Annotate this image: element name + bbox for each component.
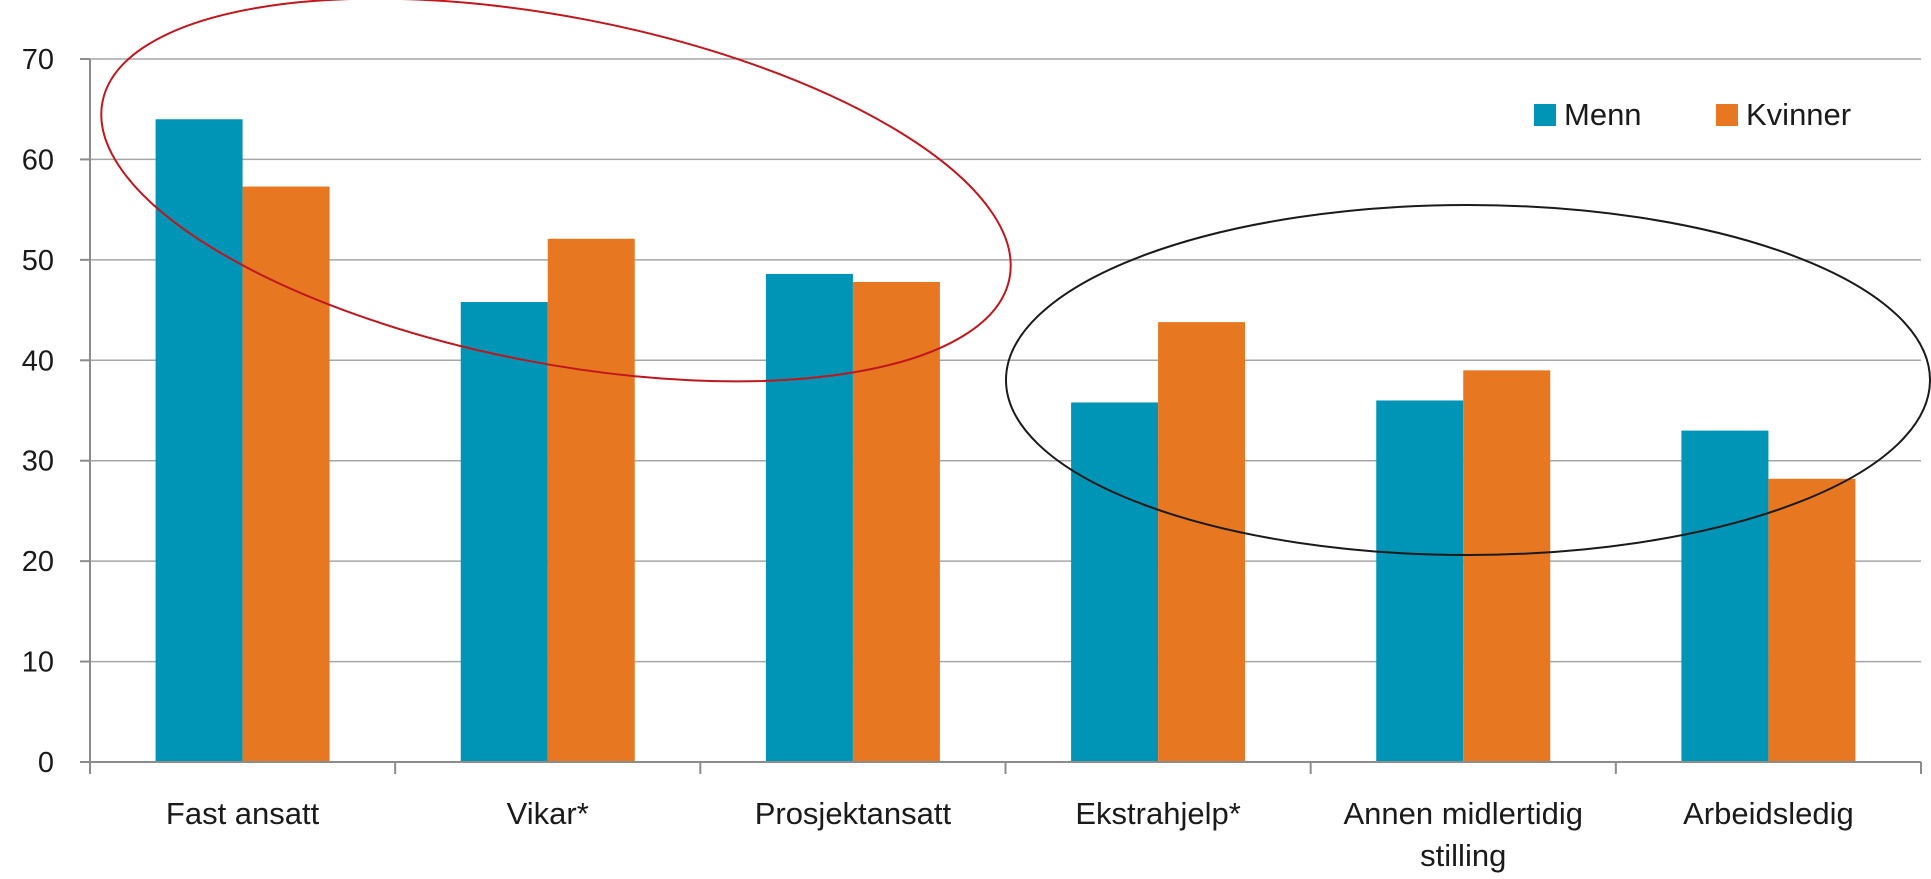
x-category-label-line: Fast ansatt	[166, 796, 320, 831]
legend-swatch-kvinner	[1716, 104, 1738, 126]
legend-label-menn: Menn	[1564, 97, 1642, 132]
bars	[155, 119, 1856, 762]
y-tick-label: 50	[22, 245, 54, 277]
bar-menn-1	[460, 302, 548, 762]
y-tick-label: 20	[22, 546, 54, 578]
bar-menn-3	[1071, 402, 1159, 762]
bar-kvinner-5	[1768, 478, 1856, 762]
y-tick-label: 10	[22, 647, 54, 679]
axes: 0 10 20 30 40 50 60 70 Fast ansatt Vikar* Prosjekt…	[22, 44, 1922, 873]
x-category-label: Ekstrahjelp*	[1075, 796, 1240, 831]
legend: Menn Kvinner	[1534, 97, 1851, 132]
x-category-label: Annen midlertidig stilling	[1343, 796, 1583, 873]
annotations	[100, 0, 1931, 556]
gridlines	[90, 58, 1921, 663]
x-category-label-line: Prosjektansatt	[755, 796, 952, 831]
annotation-ellipse-1	[100, 0, 1012, 383]
x-category-label: Vikar*	[507, 796, 589, 831]
y-tick-label: 0	[38, 747, 54, 779]
x-category-label-line: stilling	[1420, 838, 1506, 873]
y-tick-label: 30	[22, 446, 54, 478]
x-category-label: Arbeidsledig	[1683, 796, 1854, 831]
y-tick-label: 70	[22, 44, 54, 76]
bar-kvinner-1	[547, 238, 635, 762]
bar-kvinner-4	[1463, 370, 1551, 762]
bar-kvinner-0	[242, 186, 330, 762]
bar-menn-5	[1681, 430, 1769, 762]
annotation-ellipse-2	[1005, 204, 1931, 556]
bar-menn-2	[765, 273, 853, 762]
bar-menn-4	[1376, 400, 1464, 762]
y-tick-label: 40	[22, 345, 54, 377]
x-category-label: Prosjektansatt	[755, 796, 952, 831]
legend-swatch-menn	[1534, 104, 1556, 126]
x-category-label: Fast ansatt	[166, 796, 320, 831]
x-category-label-line: Vikar*	[507, 796, 589, 831]
bar-kvinner-3	[1158, 322, 1246, 762]
x-category-label-line: Annen midlertidig	[1343, 796, 1583, 831]
bar-kvinner-2	[852, 281, 940, 762]
x-category-label-line: Arbeidsledig	[1683, 796, 1854, 831]
legend-label-kvinner: Kvinner	[1746, 97, 1851, 132]
y-tick-label: 60	[22, 144, 54, 176]
bar-menn-0	[155, 119, 243, 762]
x-category-label-line: Ekstrahjelp*	[1075, 796, 1240, 831]
